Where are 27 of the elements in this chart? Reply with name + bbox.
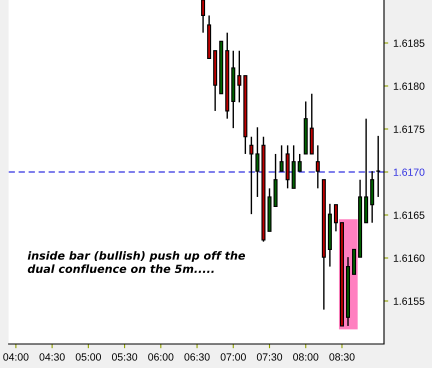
candlestick (334, 204, 338, 232)
candlestick (255, 126, 260, 198)
x-tick-label: 04:30 (39, 353, 65, 361)
y-tick-label: 1.6165 (394, 212, 424, 219)
x-tick-label: 05:30 (112, 353, 138, 361)
candlestick (376, 135, 380, 198)
y-tick-label: 1.6155 (394, 298, 424, 305)
y-tick-label: 1.6170 (394, 168, 424, 176)
candlestick (237, 50, 242, 104)
candlestick (280, 144, 284, 172)
x-tick-label: 08:00 (293, 353, 318, 361)
y-tick-label: 1.6185 (394, 40, 424, 47)
x-tick-label: 07:30 (256, 353, 282, 361)
y-tick-label: 1.6175 (394, 126, 424, 133)
candlestick (249, 136, 254, 215)
annotation: inside bar (bullish) push up off the dual confluence on the 5m..... (28, 251, 246, 274)
x-tick-label: 06:30 (184, 353, 210, 361)
x-tick-label: 04:00 (3, 353, 29, 361)
x-tick-label: 08:30 (329, 353, 355, 361)
candlestick (201, 0, 206, 34)
candlestick (298, 153, 302, 172)
candlestick (316, 144, 320, 190)
x-tick-label: 05:00 (76, 353, 101, 361)
x-tick-label: 06:00 (148, 353, 174, 361)
x-tick-label: 07:00 (220, 353, 246, 361)
y-tick-label: 1.6160 (394, 254, 424, 262)
y-tick-label: 1.6180 (394, 82, 424, 90)
